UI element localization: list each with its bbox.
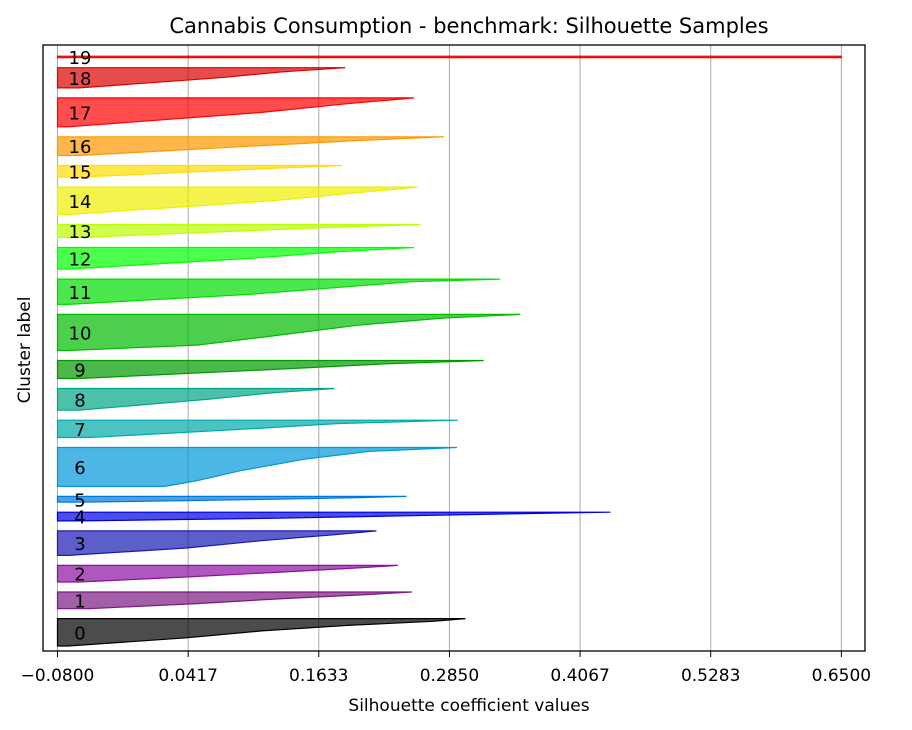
silhouette-band-cluster-6 [56, 446, 458, 487]
cluster-label: 5 [74, 490, 85, 511]
y-axis-label: Cluster label [15, 297, 35, 404]
silhouette-band-cluster-10 [56, 313, 521, 352]
x-tick-label: 0.5283 [681, 666, 740, 686]
silhouette-band-cluster-13 [56, 223, 421, 239]
cluster-label: 1 [74, 591, 85, 612]
cluster-label: 0 [74, 623, 85, 644]
cluster-label: 9 [74, 360, 85, 381]
silhouette-band-cluster-14 [56, 186, 418, 216]
silhouette-band-cluster-5 [56, 495, 407, 503]
cluster-label: 12 [69, 249, 92, 270]
silhouette-bands [56, 55, 842, 647]
plot-frame [42, 44, 866, 652]
cluster-label: 4 [74, 508, 85, 529]
cluster-label: 3 [74, 534, 85, 555]
silhouette-band-cluster-9 [56, 359, 484, 380]
silhouette-band-cluster-19 [56, 55, 842, 59]
silhouette-band-cluster-3 [56, 530, 377, 556]
cluster-label: 8 [74, 390, 85, 411]
cluster-label: 16 [69, 137, 92, 158]
silhouette-band-cluster-0 [56, 618, 466, 647]
x-tick-label: −0.0800 [21, 666, 95, 686]
silhouette-band-cluster-17 [56, 97, 415, 128]
cluster-label: 14 [69, 192, 92, 213]
x-tick-label: 0.2850 [420, 666, 479, 686]
x-tick-label: 0.0417 [158, 666, 217, 686]
silhouette-band-cluster-12 [56, 246, 415, 270]
cluster-label: 6 [74, 458, 85, 479]
cluster-label: 2 [74, 565, 85, 586]
cluster-label: 13 [69, 222, 92, 243]
cluster-label: 7 [74, 420, 85, 441]
silhouette-band-cluster-7 [56, 419, 459, 439]
cluster-label: 10 [69, 323, 92, 344]
silhouette-band-cluster-8 [56, 387, 335, 411]
chart-title: Cannabis Consumption - benchmark: Silhou… [169, 14, 768, 38]
silhouette-band-cluster-18 [56, 67, 346, 89]
x-axis-label: Silhouette coefficient values [348, 696, 589, 716]
cluster-label: 18 [69, 69, 92, 90]
cluster-label: 17 [69, 103, 92, 124]
silhouette-band-cluster-16 [56, 136, 445, 157]
silhouette-band-cluster-2 [56, 564, 398, 583]
x-tick-label: 0.4067 [550, 666, 609, 686]
cluster-label: 15 [69, 162, 92, 183]
silhouette-band-cluster-1 [56, 591, 412, 610]
x-axis-ticks: −0.0800 0.0417 0.1633 0.2850 0.4067 0.5283 0.6… [21, 651, 871, 686]
cluster-label: 11 [69, 283, 92, 304]
silhouette-band-cluster-15 [56, 164, 343, 178]
x-tick-label: 0.6500 [812, 666, 871, 686]
silhouette-band-cluster-4 [56, 511, 611, 522]
x-tick-label: 0.1633 [289, 666, 348, 686]
cluster-label: 19 [69, 48, 92, 69]
silhouette-band-cluster-11 [56, 278, 500, 305]
